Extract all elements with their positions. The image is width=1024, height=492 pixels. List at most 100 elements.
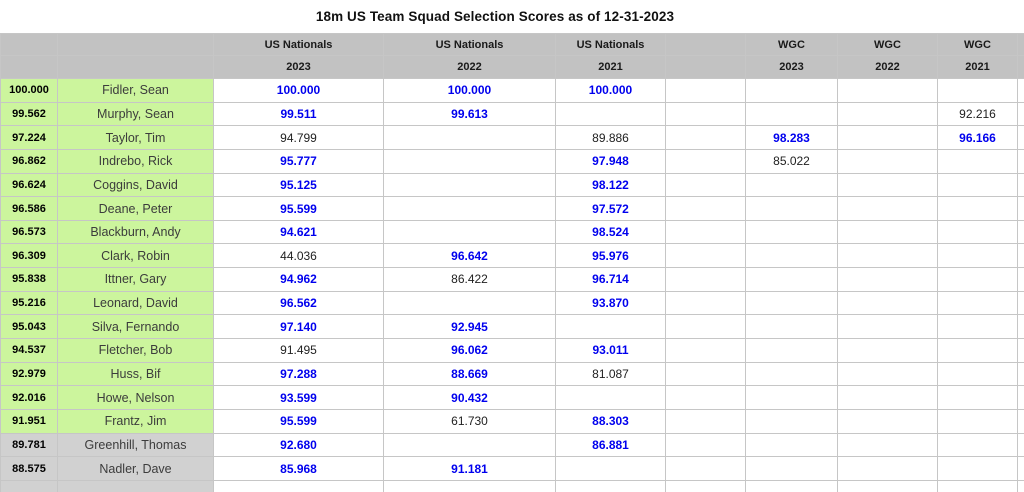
score-cell[interactable] bbox=[837, 456, 938, 481]
score-cell[interactable] bbox=[745, 361, 838, 387]
total-score-cell[interactable]: 92.016 bbox=[0, 385, 58, 410]
score-cell[interactable]: 93.011 bbox=[555, 338, 666, 363]
score-cell[interactable]: 100.000 bbox=[213, 78, 384, 103]
total-score-cell[interactable]: 96.309 bbox=[0, 243, 58, 269]
score-cell[interactable] bbox=[1017, 148, 1024, 174]
total-score-cell[interactable]: 96.624 bbox=[0, 172, 58, 198]
score-cell[interactable] bbox=[665, 361, 746, 387]
event-header-cell[interactable] bbox=[1017, 33, 1024, 56]
score-cell[interactable] bbox=[383, 148, 556, 174]
athlete-name-cell[interactable]: Greenhill, Thomas bbox=[57, 432, 214, 458]
score-cell[interactable] bbox=[937, 361, 1018, 387]
score-cell[interactable] bbox=[665, 172, 746, 198]
score-cell[interactable] bbox=[937, 408, 1018, 434]
score-cell[interactable] bbox=[383, 196, 556, 221]
score-cell[interactable] bbox=[837, 267, 938, 292]
total-score-cell[interactable]: 89.781 bbox=[0, 432, 58, 458]
score-cell[interactable] bbox=[837, 479, 938, 492]
year-header-cell[interactable]: 2023 bbox=[745, 55, 838, 79]
score-cell[interactable] bbox=[837, 408, 938, 434]
score-cell[interactable] bbox=[937, 78, 1018, 103]
event-header-cell[interactable]: US Nationals bbox=[555, 33, 666, 56]
score-cell[interactable] bbox=[1017, 101, 1024, 127]
total-score-cell[interactable]: 91.951 bbox=[0, 408, 58, 434]
score-cell[interactable] bbox=[665, 243, 746, 269]
score-cell[interactable]: 93.599 bbox=[213, 385, 384, 410]
score-cell[interactable] bbox=[837, 78, 938, 103]
score-cell[interactable] bbox=[837, 148, 938, 174]
score-cell[interactable] bbox=[665, 479, 746, 492]
event-header-cell[interactable]: WGC bbox=[837, 33, 938, 56]
score-cell[interactable] bbox=[745, 78, 838, 103]
event-header-cell[interactable]: WGC bbox=[745, 33, 838, 56]
corner-cell[interactable] bbox=[0, 55, 58, 79]
score-cell[interactable] bbox=[837, 243, 938, 269]
score-cell[interactable] bbox=[745, 432, 838, 458]
score-cell[interactable] bbox=[213, 479, 384, 492]
score-cell[interactable] bbox=[745, 290, 838, 316]
score-cell[interactable] bbox=[745, 456, 838, 481]
score-cell[interactable] bbox=[837, 196, 938, 221]
event-header-cell[interactable] bbox=[665, 33, 746, 56]
score-cell[interactable]: 96.714 bbox=[555, 267, 666, 292]
score-cell[interactable] bbox=[665, 338, 746, 363]
score-cell[interactable] bbox=[665, 196, 746, 221]
score-cell[interactable] bbox=[837, 432, 938, 458]
score-cell[interactable] bbox=[1017, 172, 1024, 198]
score-cell[interactable]: 92.680 bbox=[213, 432, 384, 458]
score-cell[interactable]: 97.572 bbox=[555, 196, 666, 221]
score-cell[interactable]: 98.524 bbox=[555, 219, 666, 245]
score-cell[interactable]: 97.140 bbox=[213, 314, 384, 340]
score-cell[interactable] bbox=[665, 456, 746, 481]
score-cell[interactable] bbox=[837, 361, 938, 387]
total-score-cell[interactable]: 88.575 bbox=[0, 456, 58, 481]
score-cell[interactable] bbox=[1017, 432, 1024, 458]
score-cell[interactable] bbox=[665, 219, 746, 245]
athlete-name-cell[interactable] bbox=[57, 479, 214, 492]
athlete-name-cell[interactable]: Leonard, David bbox=[57, 290, 214, 316]
score-cell[interactable]: 94.621 bbox=[213, 219, 384, 245]
score-cell[interactable] bbox=[745, 196, 838, 221]
athlete-name-cell[interactable]: Howe, Nelson bbox=[57, 385, 214, 410]
score-cell[interactable] bbox=[1017, 78, 1024, 103]
score-cell[interactable] bbox=[555, 314, 666, 340]
score-cell[interactable] bbox=[555, 479, 666, 492]
score-cell[interactable]: 88.669 bbox=[383, 361, 556, 387]
score-cell[interactable] bbox=[383, 219, 556, 245]
score-cell[interactable]: 95.599 bbox=[213, 196, 384, 221]
score-cell[interactable] bbox=[383, 172, 556, 198]
score-cell[interactable] bbox=[937, 385, 1018, 410]
score-cell[interactable] bbox=[1017, 408, 1024, 434]
corner-cell[interactable] bbox=[57, 33, 214, 56]
score-cell[interactable] bbox=[837, 385, 938, 410]
score-cell[interactable]: 85.968 bbox=[213, 456, 384, 481]
total-score-cell[interactable]: 92.979 bbox=[0, 361, 58, 387]
total-score-cell[interactable]: 96.573 bbox=[0, 219, 58, 245]
score-cell[interactable] bbox=[383, 479, 556, 492]
score-cell[interactable] bbox=[937, 243, 1018, 269]
score-cell[interactable] bbox=[837, 172, 938, 198]
score-cell[interactable] bbox=[555, 456, 666, 481]
score-cell[interactable] bbox=[1017, 267, 1024, 292]
score-cell[interactable] bbox=[1017, 361, 1024, 387]
score-cell[interactable]: 94.799 bbox=[213, 125, 384, 150]
total-score-cell[interactable]: 96.862 bbox=[0, 148, 58, 174]
score-cell[interactable]: 88.303 bbox=[555, 408, 666, 434]
athlete-name-cell[interactable]: Huss, Bif bbox=[57, 361, 214, 387]
score-cell[interactable] bbox=[745, 314, 838, 340]
score-cell[interactable] bbox=[665, 432, 746, 458]
score-cell[interactable] bbox=[745, 385, 838, 410]
score-cell[interactable]: 86.881 bbox=[555, 432, 666, 458]
score-cell[interactable]: 95.599 bbox=[213, 408, 384, 434]
total-score-cell[interactable]: 95.838 bbox=[0, 267, 58, 292]
score-cell[interactable] bbox=[937, 172, 1018, 198]
score-cell[interactable]: 100.000 bbox=[383, 78, 556, 103]
year-header-cell[interactable] bbox=[1017, 55, 1024, 79]
score-cell[interactable] bbox=[665, 78, 746, 103]
score-cell[interactable]: 98.122 bbox=[555, 172, 666, 198]
year-header-cell[interactable] bbox=[665, 55, 746, 79]
score-cell[interactable] bbox=[937, 267, 1018, 292]
score-cell[interactable]: 94.962 bbox=[213, 267, 384, 292]
score-cell[interactable]: 100.000 bbox=[555, 78, 666, 103]
total-score-cell[interactable]: 97.224 bbox=[0, 125, 58, 150]
